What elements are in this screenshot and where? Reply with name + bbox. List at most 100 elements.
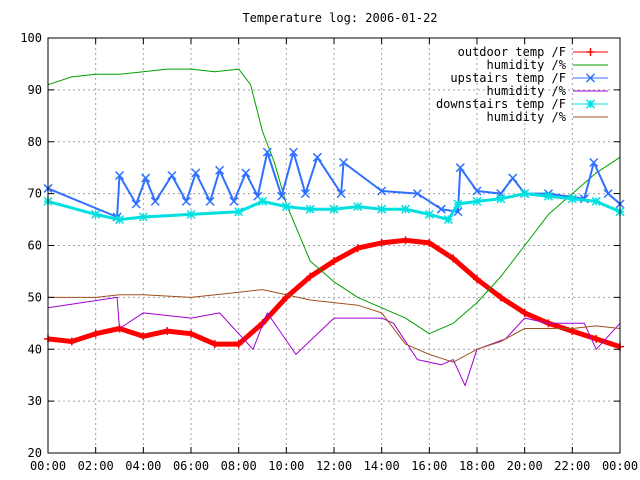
- data-point: [234, 207, 244, 217]
- data-point: [330, 257, 338, 266]
- data-point: [150, 196, 160, 206]
- data-point: [305, 204, 315, 214]
- data-point: [234, 340, 243, 349]
- data-point: [496, 194, 506, 204]
- data-point: [589, 157, 599, 168]
- x-tick-label: 04:00: [125, 459, 161, 473]
- data-point: [443, 215, 453, 225]
- y-tick-label: 30: [28, 394, 42, 408]
- data-point: [473, 275, 481, 284]
- data-point: [163, 327, 172, 336]
- data-point: [377, 238, 386, 247]
- data-point: [329, 204, 339, 214]
- data-point: [288, 147, 299, 157]
- data-point: [114, 215, 125, 225]
- data-point: [543, 191, 554, 201]
- y-tick-label: 40: [28, 342, 42, 356]
- series-line: [47, 296, 621, 387]
- y-tick-label: 90: [28, 83, 42, 97]
- data-point: [312, 152, 322, 162]
- data-point: [496, 293, 505, 302]
- series-line: [48, 289, 621, 363]
- series-5: [43, 189, 625, 225]
- data-point: [91, 209, 101, 219]
- series-layer: [43, 68, 625, 387]
- data-point: [167, 170, 177, 180]
- series-4: [47, 296, 621, 387]
- data-point: [187, 329, 195, 338]
- data-point: [520, 308, 529, 317]
- data-point: [585, 73, 596, 83]
- data-point: [424, 209, 434, 219]
- axis-ticks: 20 30 40 50 60 70 80 90 100 00:00 02:00 04:00 06:00 0…: [20, 31, 638, 473]
- data-point: [300, 189, 310, 199]
- data-point: [229, 196, 239, 206]
- x-tick-label: 14:00: [364, 459, 400, 473]
- data-point: [186, 209, 196, 219]
- data-point: [191, 168, 201, 178]
- data-point: [131, 199, 141, 209]
- data-point: [567, 194, 577, 204]
- data-point: [215, 165, 225, 175]
- data-point: [141, 173, 151, 183]
- data-point: [339, 157, 349, 168]
- data-point: [306, 272, 315, 281]
- data-point: [520, 189, 530, 199]
- data-point: [353, 244, 362, 253]
- data-point: [377, 204, 387, 214]
- legend-label: humidity /%: [487, 58, 567, 72]
- data-point: [257, 196, 268, 206]
- data-point: [377, 186, 387, 196]
- y-tick-label: 100: [20, 31, 42, 45]
- data-point: [336, 189, 346, 199]
- x-tick-label: 00:00: [30, 459, 66, 473]
- x-tick-label: 08:00: [221, 459, 257, 473]
- data-point: [400, 204, 411, 214]
- data-point: [455, 163, 465, 173]
- data-point: [412, 189, 422, 199]
- legend-label: humidity /%: [487, 110, 567, 124]
- data-point: [181, 196, 191, 206]
- data-point: [592, 334, 601, 343]
- data-point: [114, 170, 125, 180]
- data-point: [472, 186, 482, 196]
- data-point: [603, 189, 613, 199]
- data-point: [453, 199, 463, 209]
- data-point: [138, 212, 148, 222]
- data-point: [425, 238, 434, 247]
- data-point: [67, 337, 76, 346]
- data-point: [281, 202, 291, 212]
- data-point: [472, 196, 482, 206]
- y-tick-label: 80: [28, 135, 42, 149]
- data-point: [591, 196, 601, 206]
- y-tick-label: 20: [28, 446, 42, 460]
- x-tick-label: 00:00: [602, 459, 638, 473]
- chart-title: Temperature log: 2006-01-22: [242, 11, 437, 25]
- x-tick-label: 12:00: [316, 459, 352, 473]
- data-point: [449, 254, 458, 263]
- series-6: [48, 289, 621, 363]
- data-point: [585, 99, 596, 109]
- legend-label: upstairs temp /F: [450, 71, 566, 85]
- data-point: [586, 48, 595, 56]
- data-point: [508, 173, 518, 183]
- data-point: [277, 191, 287, 201]
- legend-label: downstairs temp /F: [436, 97, 566, 111]
- data-point: [262, 147, 272, 157]
- data-point: [210, 340, 219, 349]
- y-tick-label: 60: [28, 239, 42, 253]
- data-point: [353, 202, 363, 212]
- x-tick-label: 10:00: [268, 459, 304, 473]
- x-tick-label: 18:00: [459, 459, 495, 473]
- series-2: [47, 68, 621, 335]
- data-point: [436, 204, 446, 214]
- data-point: [401, 236, 410, 245]
- data-point: [241, 168, 251, 178]
- data-point: [139, 332, 148, 341]
- x-tick-label: 06:00: [173, 459, 209, 473]
- x-tick-label: 20:00: [507, 459, 543, 473]
- legend-label: humidity /%: [487, 84, 567, 98]
- legend-label: outdoor temp /F: [458, 45, 566, 59]
